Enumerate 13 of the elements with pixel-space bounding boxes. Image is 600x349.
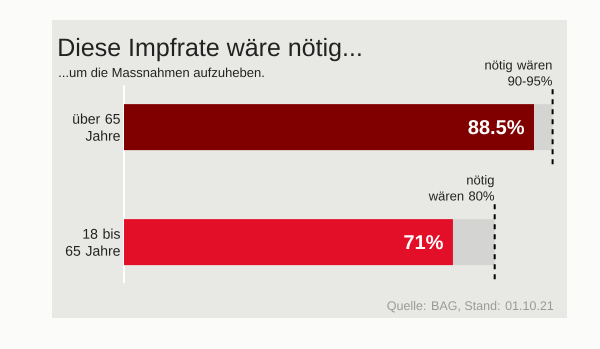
- data-label: 88.5%: [468, 120, 524, 134]
- y-tick-label: 18 bis 65 Jahre: [66, 228, 120, 256]
- bar: [452, 219, 495, 266]
- chart-title: Diese Impfrate wäre nötig...: [59, 38, 361, 62]
- ref-line-label: nötig wären 80%: [428, 175, 494, 201]
- ref-line-label: nötig wären 90-95%: [485, 60, 552, 86]
- source-note: Quelle: BAG, Stand: 01.10.21: [387, 300, 554, 312]
- bar: [534, 104, 553, 150]
- y-tick-label: über 65 Jahre: [73, 114, 120, 141]
- bar: [124, 104, 534, 150]
- bar: [124, 219, 453, 266]
- data-label: 71%: [404, 235, 443, 250]
- chart-subtitle: ...um die Massnahmen aufzuheben.: [59, 68, 264, 78]
